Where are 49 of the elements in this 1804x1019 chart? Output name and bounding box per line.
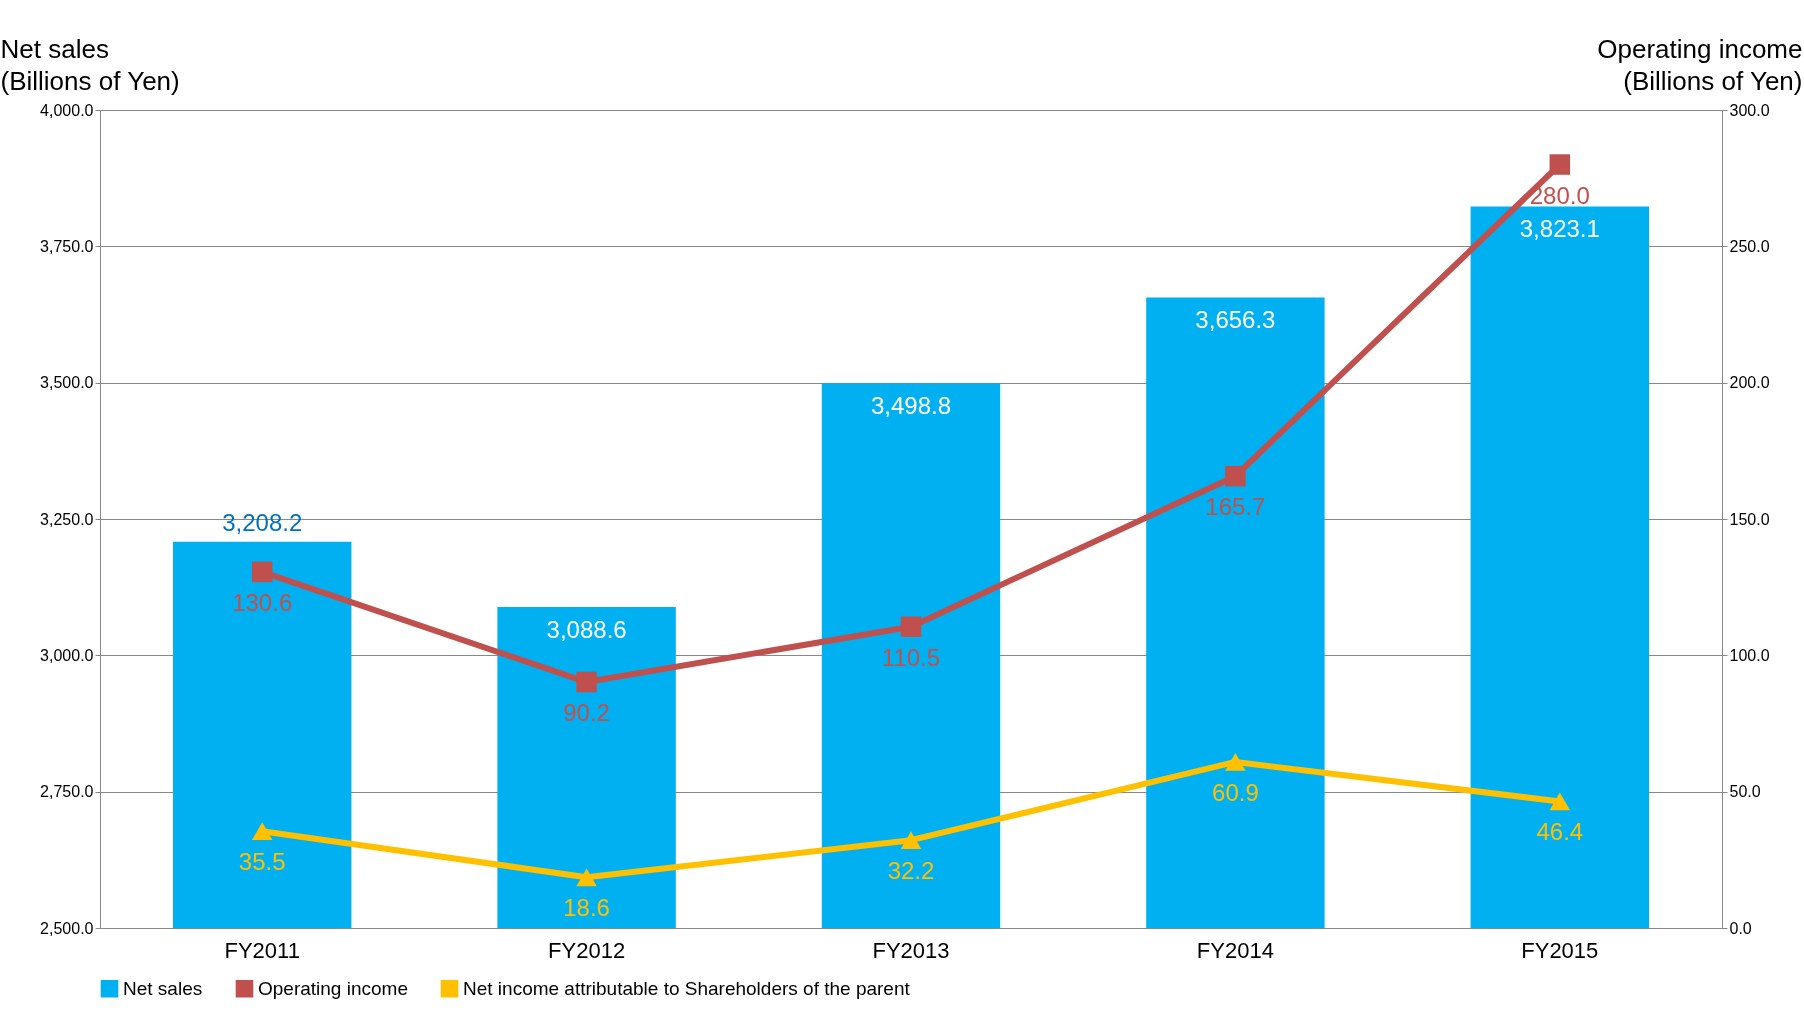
y-tick-label: 2,750.0 bbox=[40, 783, 94, 801]
data-label: 3,823.1 bbox=[1519, 215, 1600, 243]
legend-label: Net income attributable to Shareholders of the parent bbox=[463, 977, 911, 999]
point bbox=[900, 831, 922, 850]
y-tick-label: 4,000.0 bbox=[40, 101, 94, 119]
y-tick-label: 3,500.0 bbox=[40, 374, 94, 392]
x-tick-label: FY2015 bbox=[1521, 937, 1599, 963]
point bbox=[1225, 753, 1246, 771]
y2-tick-label: 250.0 bbox=[1729, 237, 1770, 255]
x-tick-label: FY2011 bbox=[224, 937, 300, 963]
data-label: 3,498.8 bbox=[870, 392, 952, 420]
point bbox=[251, 822, 273, 841]
data-label: 90.2 bbox=[563, 699, 610, 727]
x-tick-label: FY2013 bbox=[872, 937, 950, 963]
y-axis-title: Net sales (Billions of Yen) bbox=[0, 33, 180, 96]
point bbox=[576, 868, 597, 887]
data-label: 35.5 bbox=[238, 848, 286, 876]
y-tick-label: 2,500.0 bbox=[40, 919, 94, 937]
point bbox=[1549, 792, 1571, 811]
y2-tick-label: 50.0 bbox=[1729, 783, 1761, 801]
legend-label: Net sales bbox=[123, 977, 203, 999]
y-tick-label: 3,250.0 bbox=[40, 510, 94, 528]
y2-tick-label: 0.0 bbox=[1729, 919, 1752, 937]
data-label: 280.0 bbox=[1529, 181, 1590, 209]
x-tick-label: FY2012 bbox=[548, 937, 626, 963]
data-label: 3,208.2 bbox=[222, 508, 303, 536]
data-label: 46.4 bbox=[1536, 818, 1584, 846]
data-label: 130.6 bbox=[232, 588, 293, 616]
point bbox=[576, 671, 597, 693]
point bbox=[900, 616, 922, 637]
data-label: 60.9 bbox=[1212, 778, 1259, 806]
data-label: 3,656.3 bbox=[1195, 306, 1276, 334]
y2-tick-label: 100.0 bbox=[1729, 646, 1770, 664]
y2-tick-label: 300.0 bbox=[1729, 101, 1770, 119]
data-label: 3,088.6 bbox=[546, 616, 627, 644]
y2-tick-label: 200.0 bbox=[1729, 374, 1770, 392]
legend-label: Operating income bbox=[258, 977, 408, 999]
x-tick-label: FY2014 bbox=[1196, 937, 1274, 963]
y2-axis-title: Operating income (Billions of Yen) bbox=[1597, 33, 1803, 96]
data-label: 32.2 bbox=[887, 857, 935, 885]
point bbox=[251, 561, 273, 583]
y-tick-label: 3,750.0 bbox=[40, 237, 94, 255]
y-tick-label: 3,000.0 bbox=[40, 646, 94, 664]
point bbox=[1225, 465, 1246, 487]
data-label: 110.5 bbox=[881, 643, 941, 671]
y2-tick-label: 150.0 bbox=[1729, 510, 1770, 528]
point bbox=[1549, 154, 1571, 175]
data-label: 18.6 bbox=[563, 894, 610, 922]
data-label: 165.7 bbox=[1205, 493, 1266, 521]
